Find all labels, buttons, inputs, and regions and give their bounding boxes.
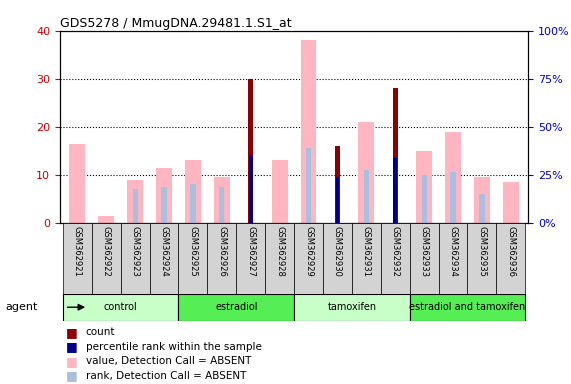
Bar bbox=[445, 131, 461, 223]
Text: percentile rank within the sample: percentile rank within the sample bbox=[86, 342, 262, 352]
Bar bbox=[393, 88, 398, 223]
Bar bbox=[156, 167, 172, 223]
Bar bbox=[272, 161, 288, 223]
Text: GSM362933: GSM362933 bbox=[420, 226, 429, 277]
Bar bbox=[265, 223, 294, 294]
Bar bbox=[306, 148, 311, 223]
Bar bbox=[92, 223, 120, 294]
Bar bbox=[127, 180, 143, 223]
Bar bbox=[236, 223, 265, 294]
Bar bbox=[393, 158, 397, 223]
Bar bbox=[294, 294, 409, 321]
Bar bbox=[185, 161, 201, 223]
Text: GDS5278 / MmugDNA.29481.1.S1_at: GDS5278 / MmugDNA.29481.1.S1_at bbox=[60, 17, 292, 30]
Bar bbox=[294, 223, 323, 294]
Bar bbox=[381, 223, 409, 294]
Bar bbox=[468, 223, 496, 294]
Bar bbox=[179, 294, 294, 321]
Text: GSM362922: GSM362922 bbox=[102, 226, 111, 277]
Text: GSM362925: GSM362925 bbox=[188, 226, 198, 277]
Bar bbox=[98, 215, 114, 223]
Bar bbox=[69, 144, 85, 223]
Text: estradiol and tamoxifen: estradiol and tamoxifen bbox=[409, 302, 525, 312]
Bar bbox=[120, 223, 150, 294]
Bar bbox=[150, 223, 179, 294]
Bar bbox=[439, 223, 468, 294]
Text: ■: ■ bbox=[66, 340, 78, 353]
Bar bbox=[451, 172, 456, 223]
Bar bbox=[352, 223, 381, 294]
Text: GSM362927: GSM362927 bbox=[246, 226, 255, 277]
Bar bbox=[474, 177, 490, 223]
Text: count: count bbox=[86, 327, 115, 337]
Bar bbox=[496, 223, 525, 294]
Bar bbox=[219, 187, 224, 223]
Bar bbox=[416, 151, 432, 223]
Bar bbox=[162, 187, 167, 223]
Text: GSM362928: GSM362928 bbox=[275, 226, 284, 277]
Bar bbox=[63, 223, 92, 294]
Bar bbox=[323, 223, 352, 294]
Text: ■: ■ bbox=[66, 326, 78, 339]
Bar bbox=[63, 294, 179, 321]
Bar bbox=[179, 223, 207, 294]
Text: GSM362921: GSM362921 bbox=[73, 226, 82, 277]
Text: GSM362929: GSM362929 bbox=[304, 226, 313, 277]
Bar bbox=[190, 184, 195, 223]
Text: GSM362931: GSM362931 bbox=[362, 226, 371, 277]
Text: GSM362926: GSM362926 bbox=[218, 226, 226, 277]
Bar bbox=[335, 146, 340, 223]
Text: GSM362923: GSM362923 bbox=[131, 226, 139, 277]
Bar bbox=[503, 182, 519, 223]
Text: rank, Detection Call = ABSENT: rank, Detection Call = ABSENT bbox=[86, 371, 246, 381]
Bar bbox=[336, 177, 339, 223]
Text: ■: ■ bbox=[66, 355, 78, 368]
Bar bbox=[132, 189, 138, 223]
Bar bbox=[409, 223, 439, 294]
Text: GSM362935: GSM362935 bbox=[477, 226, 486, 277]
Bar bbox=[359, 122, 374, 223]
Bar bbox=[207, 223, 236, 294]
Text: GSM362936: GSM362936 bbox=[506, 226, 516, 277]
Text: ■: ■ bbox=[66, 369, 78, 382]
Bar bbox=[364, 170, 369, 223]
Bar bbox=[249, 156, 252, 223]
Bar bbox=[300, 40, 316, 223]
Text: GSM362934: GSM362934 bbox=[449, 226, 457, 277]
Text: agent: agent bbox=[6, 302, 38, 312]
Bar bbox=[409, 294, 525, 321]
Bar bbox=[214, 177, 230, 223]
Text: tamoxifen: tamoxifen bbox=[327, 302, 376, 312]
Text: GSM362930: GSM362930 bbox=[333, 226, 342, 277]
Text: GSM362932: GSM362932 bbox=[391, 226, 400, 277]
Bar bbox=[421, 175, 427, 223]
Bar bbox=[479, 194, 485, 223]
Text: control: control bbox=[104, 302, 138, 312]
Bar bbox=[248, 79, 254, 223]
Text: estradiol: estradiol bbox=[215, 302, 258, 312]
Text: GSM362924: GSM362924 bbox=[159, 226, 168, 277]
Text: value, Detection Call = ABSENT: value, Detection Call = ABSENT bbox=[86, 356, 251, 366]
